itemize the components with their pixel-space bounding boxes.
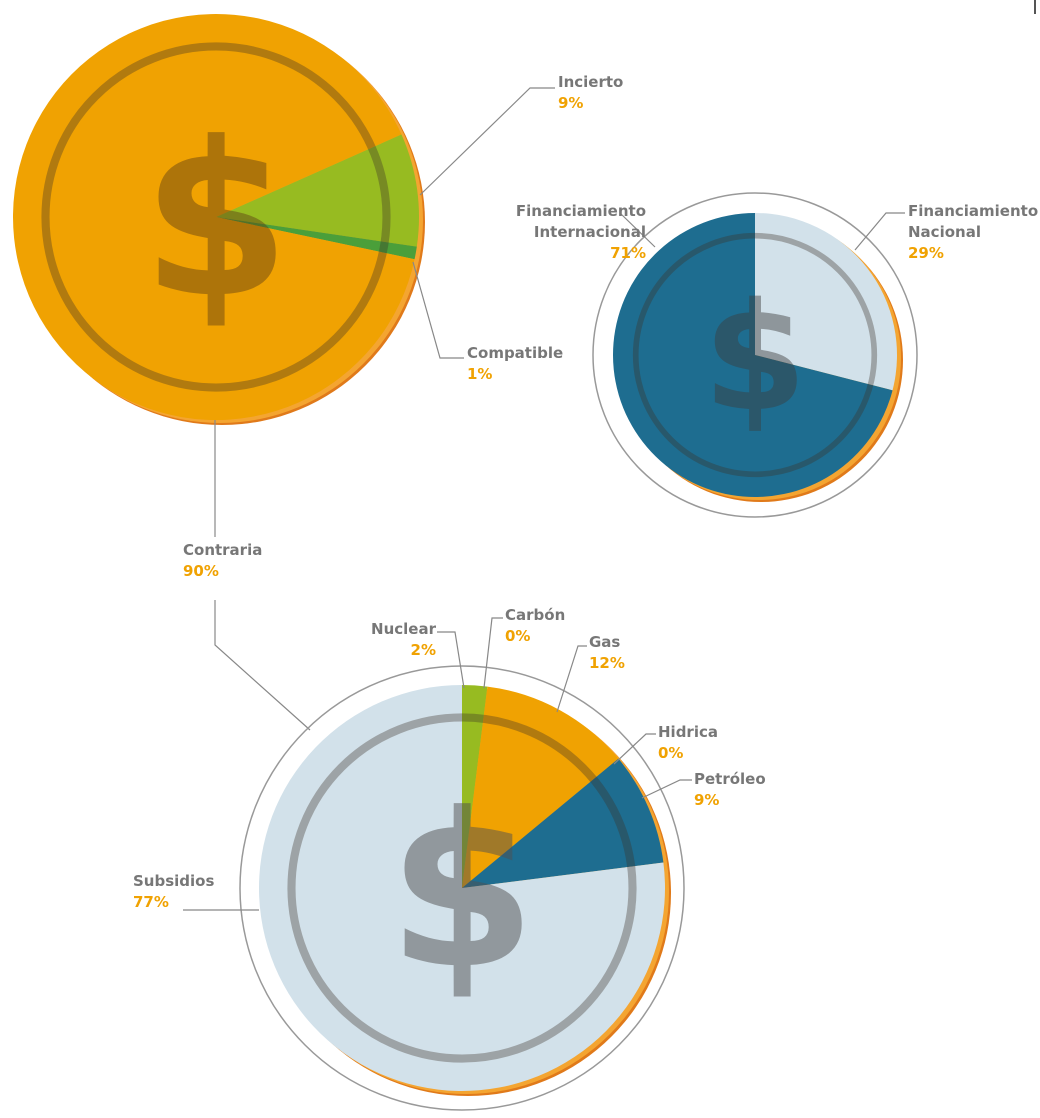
pie-chart: $ <box>240 666 684 1110</box>
slice-name: Compatible <box>467 343 627 364</box>
slice-value: 0% <box>658 743 818 764</box>
leader-line <box>420 88 555 195</box>
slice-name: Carbón <box>505 605 665 626</box>
chart-canvas: $ $ $ <box>0 0 1040 1118</box>
slice-name: Petróleo <box>694 769 854 790</box>
slice-value: 9% <box>694 790 854 811</box>
slice-value: 1% <box>467 364 627 385</box>
slice-value: 2% <box>276 640 436 661</box>
coin-symbol: $ <box>142 97 290 345</box>
slice-value: 77% <box>133 892 293 913</box>
slice-name: Contraria <box>183 540 343 561</box>
leader-line <box>855 213 905 250</box>
leader-line <box>437 632 464 688</box>
leader-line <box>642 780 692 798</box>
slice-name: Nuclear <box>276 619 436 640</box>
slice-value: 29% <box>908 243 1040 264</box>
slice-name: Financiamiento Internacional <box>486 201 646 243</box>
slice-name: Gas <box>589 632 749 653</box>
infographic: $$$ Incierto9%Compatible1%Contraria90%Fi… <box>0 0 1040 1118</box>
coin-symbol: $ <box>703 272 807 445</box>
slice-name: Subsidios <box>133 871 293 892</box>
slice-name: Financiamiento Nacional <box>908 201 1040 243</box>
slice-value: 12% <box>589 653 749 674</box>
slice-value: 9% <box>558 93 718 114</box>
leader-line <box>484 618 503 688</box>
coin-symbol: $ <box>388 768 536 1016</box>
slice-value: 90% <box>183 561 343 582</box>
slice-name: Hidrica <box>658 722 818 743</box>
pie-chart: $ <box>13 14 425 425</box>
slice-name: Incierto <box>558 72 718 93</box>
leader-line <box>413 262 464 358</box>
slice-value: 71% <box>486 243 646 264</box>
